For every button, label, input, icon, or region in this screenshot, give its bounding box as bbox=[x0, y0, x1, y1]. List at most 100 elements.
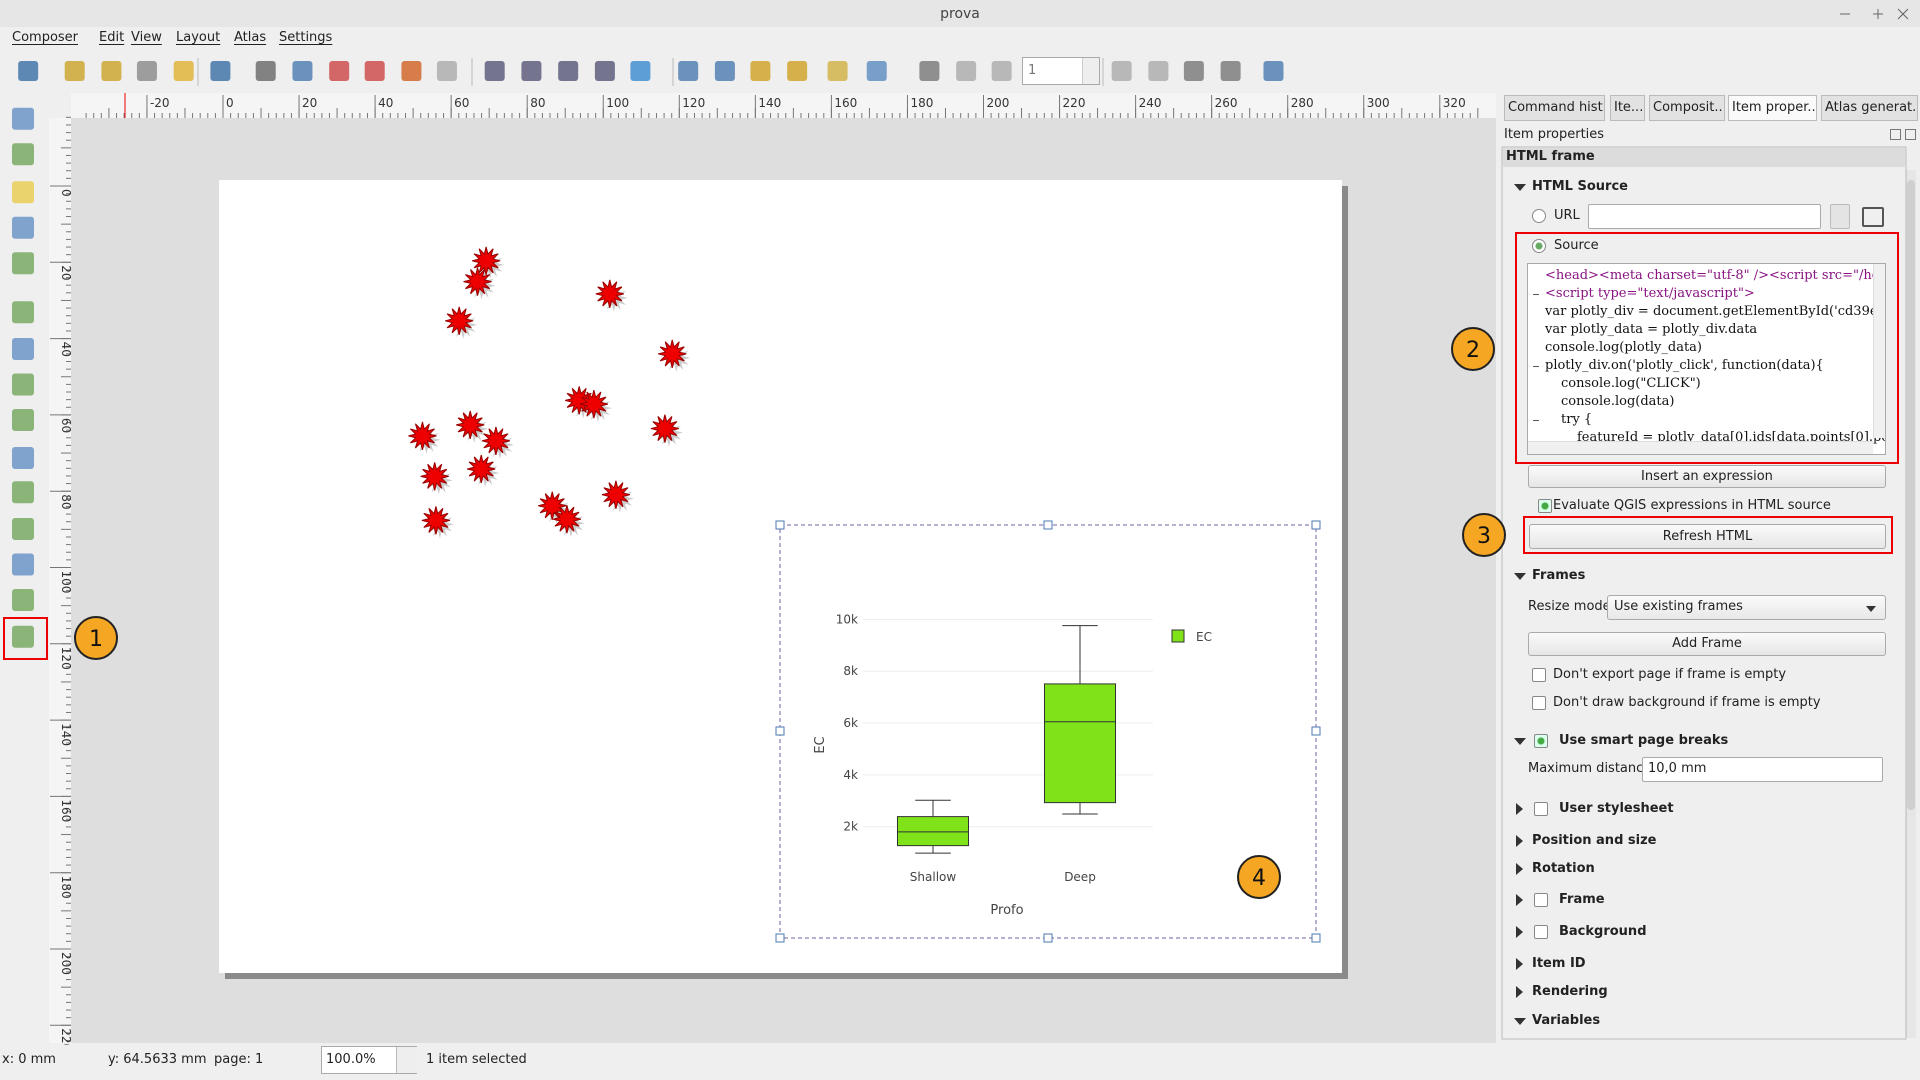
window-close[interactable] bbox=[1897, 8, 1909, 20]
toolbar-icon[interactable] bbox=[64, 61, 85, 81]
collapse-arrow[interactable] bbox=[1516, 958, 1523, 970]
browse-button[interactable] bbox=[1830, 204, 1850, 229]
toolbar-icon[interactable] bbox=[678, 61, 699, 81]
toolbar-icon[interactable] bbox=[1183, 61, 1204, 81]
selection-handle[interactable] bbox=[1311, 520, 1321, 530]
radio[interactable] bbox=[1532, 209, 1546, 223]
toolbar-icon[interactable] bbox=[630, 61, 651, 81]
checkbox[interactable] bbox=[1538, 499, 1552, 513]
toolbar-icon[interactable] bbox=[484, 61, 505, 81]
toolbar-icon[interactable] bbox=[787, 61, 808, 81]
toolbar-icon[interactable] bbox=[1148, 61, 1169, 81]
expand-arrow[interactable] bbox=[1514, 184, 1526, 191]
toolbar-icon[interactable] bbox=[1111, 61, 1132, 81]
selection-handle[interactable] bbox=[1311, 933, 1321, 943]
selection-handle[interactable] bbox=[1043, 933, 1053, 943]
resize-mode-combobox[interactable]: Use existing frames bbox=[1607, 595, 1886, 620]
tab[interactable] bbox=[1504, 95, 1605, 121]
toolbar-icon[interactable] bbox=[1263, 61, 1284, 81]
page-number-spin[interactable] bbox=[1082, 58, 1099, 84]
toolbar-icon[interactable] bbox=[827, 61, 848, 81]
toolbar-icon[interactable] bbox=[401, 61, 422, 81]
tool-icon[interactable] bbox=[12, 181, 34, 204]
fold-marker[interactable] bbox=[1533, 294, 1539, 295]
checkbox[interactable] bbox=[1532, 668, 1546, 682]
toolbar-icon[interactable] bbox=[329, 61, 350, 81]
insert-expression-button[interactable]: Insert an expression bbox=[1528, 465, 1886, 488]
collapse-arrow[interactable] bbox=[1516, 986, 1523, 998]
tool-icon[interactable] bbox=[12, 446, 34, 469]
toolbar-icon[interactable] bbox=[956, 61, 977, 81]
tool-icon[interactable] bbox=[12, 481, 34, 504]
menu-item[interactable]: Composer bbox=[12, 30, 79, 45]
url-input[interactable] bbox=[1588, 204, 1821, 229]
menu-item[interactable]: Edit bbox=[99, 30, 125, 45]
collapse-arrow[interactable] bbox=[1516, 863, 1523, 875]
selection-handle[interactable] bbox=[775, 933, 785, 943]
menu-item[interactable]: Settings bbox=[279, 30, 333, 45]
zoom-combobox[interactable]: 100.0% bbox=[321, 1046, 417, 1074]
expand-arrow[interactable] bbox=[1514, 738, 1526, 745]
checkbox[interactable] bbox=[1534, 925, 1548, 939]
tool-icon[interactable] bbox=[12, 517, 34, 540]
toolbar-icon[interactable] bbox=[292, 61, 313, 81]
toolbar-icon[interactable] bbox=[714, 61, 735, 81]
tool-icon[interactable] bbox=[12, 337, 34, 360]
collapse-arrow[interactable] bbox=[1516, 894, 1523, 906]
toolbar-icon[interactable] bbox=[558, 61, 579, 81]
checkbox[interactable] bbox=[1534, 802, 1548, 816]
collapse-arrow[interactable] bbox=[1516, 803, 1523, 815]
toolbar-icon[interactable] bbox=[364, 61, 385, 81]
panel-close[interactable] bbox=[1905, 129, 1916, 140]
checkbox[interactable] bbox=[1532, 696, 1546, 710]
code-editor[interactable]: <head><meta charset="utf-8" /><script sr… bbox=[1527, 263, 1886, 455]
selection-handle[interactable] bbox=[775, 726, 785, 736]
max-distance-input[interactable]: 10,0 mm bbox=[1642, 757, 1883, 782]
selection-handle[interactable] bbox=[1311, 726, 1321, 736]
toolbar-icon[interactable] bbox=[594, 61, 615, 81]
radio[interactable] bbox=[1532, 239, 1546, 253]
menu-item[interactable]: Layout bbox=[176, 30, 221, 45]
tool-icon[interactable] bbox=[12, 373, 34, 396]
collapse-arrow[interactable] bbox=[1516, 835, 1523, 847]
checkbox[interactable] bbox=[1534, 893, 1548, 907]
tool-icon[interactable] bbox=[12, 301, 34, 324]
toolbar-icon[interactable] bbox=[866, 61, 887, 81]
toolbar-icon[interactable] bbox=[436, 61, 457, 81]
tool-icon[interactable] bbox=[12, 625, 34, 648]
url-options[interactable] bbox=[1862, 207, 1884, 227]
tab[interactable] bbox=[1649, 95, 1725, 121]
tool-icon[interactable] bbox=[12, 107, 34, 130]
toolbar-icon[interactable] bbox=[101, 61, 122, 81]
toolbar-icon[interactable] bbox=[255, 61, 276, 81]
panel-undock[interactable] bbox=[1890, 129, 1901, 140]
tool-icon[interactable] bbox=[12, 589, 34, 612]
selection-handle[interactable] bbox=[775, 520, 785, 530]
menu-item[interactable]: View bbox=[131, 30, 162, 45]
tab[interactable] bbox=[1728, 95, 1817, 121]
tool-icon[interactable] bbox=[12, 143, 34, 166]
fold-marker[interactable] bbox=[1533, 366, 1539, 367]
expand-arrow[interactable] bbox=[1514, 1018, 1526, 1025]
toolbar-icon[interactable] bbox=[750, 61, 771, 81]
refresh-html-button[interactable]: Refresh HTML bbox=[1529, 524, 1886, 549]
tool-icon[interactable] bbox=[12, 216, 34, 239]
expand-arrow[interactable] bbox=[1514, 573, 1526, 580]
tool-icon[interactable] bbox=[12, 553, 34, 576]
tool-icon[interactable] bbox=[12, 252, 34, 275]
toolbar-icon[interactable] bbox=[919, 61, 940, 81]
toolbar-icon[interactable] bbox=[210, 61, 231, 81]
toolbar-icon[interactable] bbox=[1220, 61, 1241, 81]
checkbox[interactable] bbox=[1534, 734, 1548, 748]
toolbar-icon[interactable] bbox=[173, 61, 194, 81]
toolbar-icon[interactable] bbox=[521, 61, 542, 81]
tab[interactable] bbox=[1610, 95, 1645, 121]
toolbar-icon[interactable] bbox=[991, 61, 1012, 81]
fold-marker[interactable] bbox=[1533, 420, 1539, 421]
selection-handle[interactable] bbox=[1043, 520, 1053, 530]
tool-icon[interactable] bbox=[12, 409, 34, 432]
add-frame-button[interactable]: Add Frame bbox=[1528, 632, 1886, 656]
menu-item[interactable]: Atlas bbox=[234, 30, 267, 45]
tab[interactable] bbox=[1821, 95, 1918, 121]
collapse-arrow[interactable] bbox=[1516, 926, 1523, 938]
